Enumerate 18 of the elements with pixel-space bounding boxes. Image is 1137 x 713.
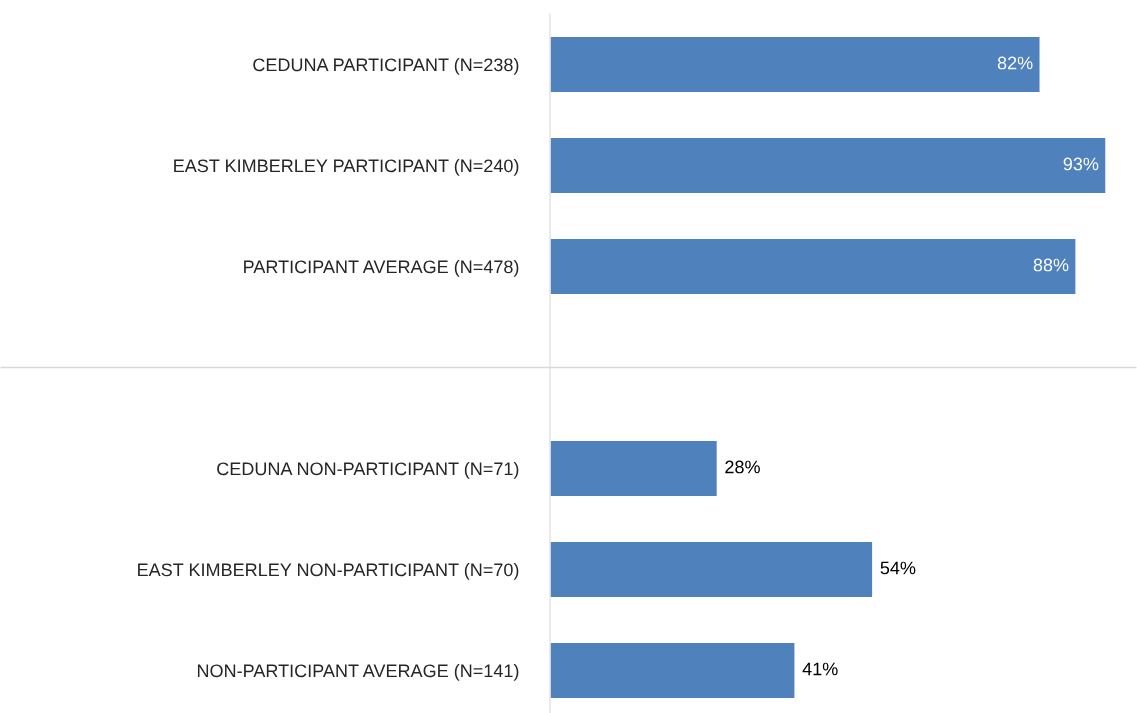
data-label: 82%	[997, 56, 1033, 70]
bar	[550, 35, 1041, 94]
y-tick-label: EAST KIMBERLEY PARTICIPANT (N=240)	[174, 158, 519, 176]
data-label: 88%	[1033, 258, 1069, 272]
bar	[550, 136, 1107, 195]
y-tick-label: NON-PARTICIPANT AVERAGE (N=141)	[197, 663, 519, 681]
data-label: 28%	[725, 460, 760, 474]
data-label: 41%	[802, 662, 838, 676]
bar	[550, 641, 796, 700]
y-tick-label: PARTICIPANT AVERAGE (N=478)	[244, 259, 519, 277]
y-tick-label: EAST KIMBERLEY NON-PARTICIPANT (N=70)	[138, 562, 519, 580]
bar	[550, 237, 1077, 296]
data-label: 54%	[880, 561, 916, 575]
y-tick-label: CEDUNA NON-PARTICIPANT (N=71)	[217, 461, 519, 479]
data-label: 93%	[1063, 157, 1099, 171]
bar	[550, 439, 719, 498]
y-tick-label: CEDUNA PARTICIPANT (N=238)	[253, 57, 519, 75]
bar	[550, 540, 874, 599]
